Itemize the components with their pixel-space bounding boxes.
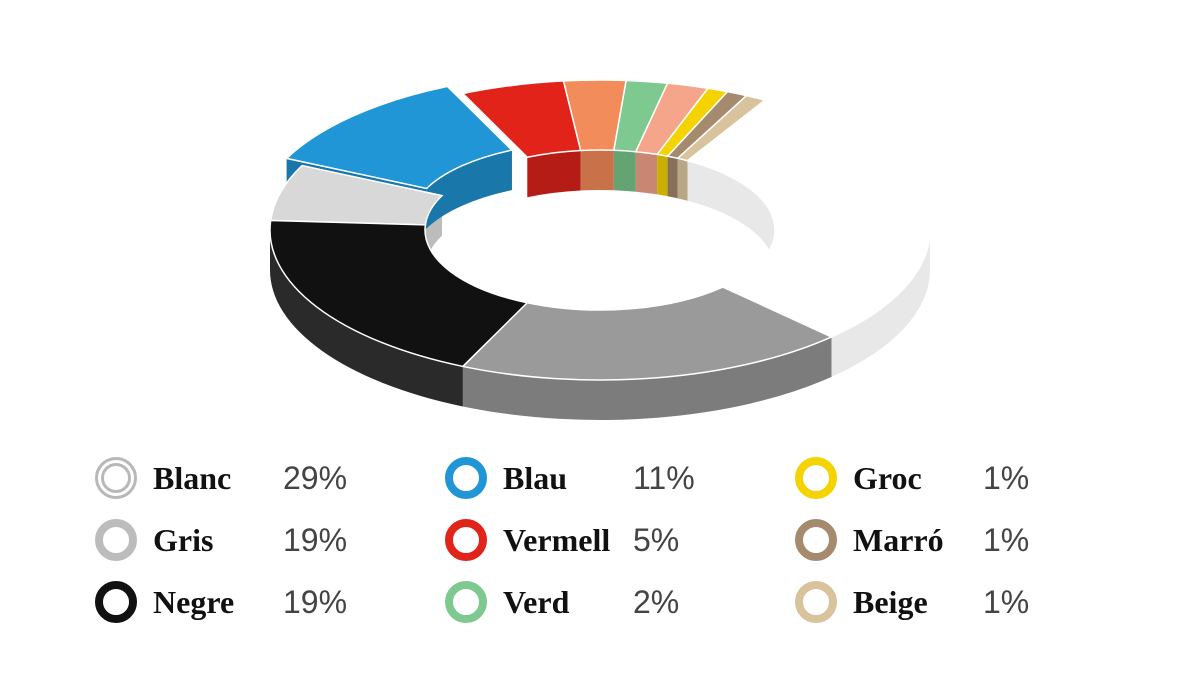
donut-chart <box>150 0 1050 430</box>
legend-value: 1% <box>983 460 1029 497</box>
legend-value: 11% <box>633 460 695 497</box>
legend-label: Negre <box>153 584 283 621</box>
legend-label: Blau <box>503 460 633 497</box>
legend-value: 19% <box>283 522 347 559</box>
legend-swatch <box>445 581 487 623</box>
legend-item: Marró1% <box>795 512 1105 568</box>
legend-swatch <box>795 519 837 561</box>
legend-label: Gris <box>153 522 283 559</box>
legend-item: Groc1% <box>795 450 1105 506</box>
legend-swatch <box>95 581 137 623</box>
legend-item: Vermell5% <box>445 512 755 568</box>
legend-swatch <box>795 457 837 499</box>
legend-swatch <box>95 457 137 499</box>
legend-value: 19% <box>283 584 347 621</box>
legend-label: Beige <box>853 584 983 621</box>
legend-item: Gris19% <box>95 512 405 568</box>
legend: Blanc29%Blau11%Groc1%Gris19%Vermell5%Mar… <box>95 450 1105 630</box>
legend-label: Blanc <box>153 460 283 497</box>
legend-label: Vermell <box>503 522 633 559</box>
legend-item: Blanc29% <box>95 450 405 506</box>
legend-item: Blau11% <box>445 450 755 506</box>
legend-label: Groc <box>853 460 983 497</box>
legend-value: 1% <box>983 522 1029 559</box>
chart-container: Blanc29%Blau11%Groc1%Gris19%Vermell5%Mar… <box>0 0 1200 630</box>
legend-label: Marró <box>853 522 983 559</box>
legend-item: Beige1% <box>795 574 1105 630</box>
legend-swatch <box>445 457 487 499</box>
legend-swatch <box>795 581 837 623</box>
legend-label: Verd <box>503 584 633 621</box>
legend-swatch <box>95 519 137 561</box>
legend-value: 1% <box>983 584 1029 621</box>
legend-item: Verd2% <box>445 574 755 630</box>
legend-value: 5% <box>633 522 679 559</box>
legend-value: 29% <box>283 460 347 497</box>
legend-swatch <box>445 519 487 561</box>
legend-value: 2% <box>633 584 679 621</box>
legend-item: Negre19% <box>95 574 405 630</box>
